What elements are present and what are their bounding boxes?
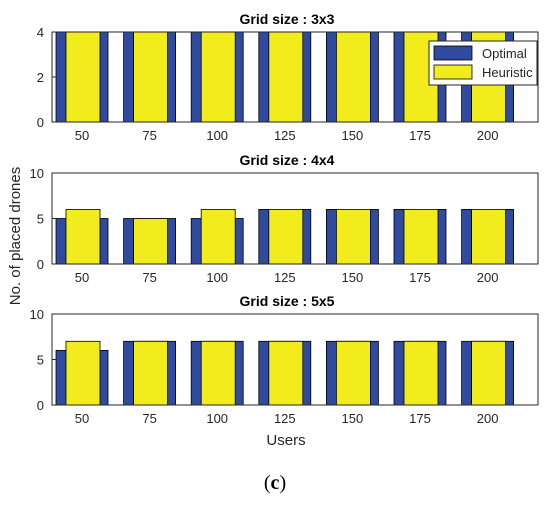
x-tick-label: 200 — [477, 411, 499, 426]
x-tick-label: 75 — [142, 270, 156, 285]
y-tick-label: 5 — [37, 212, 44, 227]
bar-heuristic — [65, 208, 101, 265]
figure-caption: (c) — [0, 472, 550, 495]
x-tick-label: 100 — [206, 270, 228, 285]
bar-heuristic — [471, 208, 507, 265]
y-tick-label: 0 — [37, 115, 44, 130]
y-tick-label: 0 — [37, 398, 44, 413]
bar-heuristic — [403, 208, 439, 265]
legend: Optimal Heuristic — [428, 40, 538, 86]
caption-open: ( — [263, 472, 271, 494]
bar-heuristic — [133, 340, 169, 406]
y-tick-label: 10 — [30, 307, 44, 322]
x-tick-label: 175 — [409, 270, 431, 285]
caption-close: ) — [279, 472, 287, 494]
bar-heuristic — [200, 208, 236, 265]
x-tick-label: 175 — [409, 128, 431, 143]
panel-title: Grid size : 3x3 — [240, 11, 335, 27]
x-tick-label: 75 — [142, 128, 156, 143]
bar-heuristic — [65, 31, 101, 123]
y-tick-label: 2 — [37, 70, 44, 85]
bar-heuristic — [200, 31, 236, 123]
x-tick-label: 100 — [206, 411, 228, 426]
x-tick-label: 125 — [274, 270, 296, 285]
bar-heuristic — [65, 340, 101, 406]
legend-label-heuristic: Heuristic — [482, 65, 533, 80]
chart-panel-3: Grid size : 5x5 50 75 100 125 150 175 200 0 5 10 — [30, 293, 539, 426]
bar-heuristic — [335, 340, 371, 406]
y-axis-label: No. of placed drones — [7, 167, 24, 305]
legend-swatch-heuristic — [433, 64, 473, 80]
x-tick-label: 125 — [274, 128, 296, 143]
legend-label-optimal: Optimal — [482, 46, 527, 61]
x-tick-label: 75 — [142, 411, 156, 426]
bar-heuristic — [268, 340, 304, 406]
x-tick-label: 150 — [342, 270, 364, 285]
x-tick-label: 150 — [342, 128, 364, 143]
bar-heuristic — [133, 218, 169, 265]
x-tick-label: 50 — [75, 128, 89, 143]
legend-swatch-optimal — [433, 45, 473, 61]
x-tick-label: 175 — [409, 411, 431, 426]
bar-heuristic — [335, 31, 371, 123]
x-tick-label: 150 — [342, 411, 364, 426]
bar-heuristic — [268, 208, 304, 265]
x-axis-label: Users — [266, 432, 305, 449]
panel-title: Grid size : 5x5 — [240, 293, 335, 309]
x-tick-label: 200 — [477, 128, 499, 143]
bar-heuristic — [471, 340, 507, 406]
bar-heuristic — [335, 208, 371, 265]
bar-heuristic — [403, 340, 439, 406]
y-tick-label: 0 — [37, 257, 44, 272]
x-tick-label: 50 — [75, 411, 89, 426]
y-tick-label: 10 — [30, 166, 44, 181]
bar-heuristic — [200, 340, 236, 406]
x-tick-label: 200 — [477, 270, 499, 285]
x-tick-label: 100 — [206, 128, 228, 143]
y-tick-label: 5 — [37, 353, 44, 368]
x-tick-label: 50 — [75, 270, 89, 285]
bar-heuristic — [268, 31, 304, 123]
chart-panel-2: Grid size : 4x4 50 75 100 125 150 175 200 0 5 10 — [30, 152, 539, 285]
y-tick-label: 4 — [37, 25, 44, 40]
bar-heuristic — [133, 31, 169, 123]
x-tick-label: 125 — [274, 411, 296, 426]
caption-letter: c — [270, 472, 280, 494]
panel-title: Grid size : 4x4 — [240, 152, 335, 168]
